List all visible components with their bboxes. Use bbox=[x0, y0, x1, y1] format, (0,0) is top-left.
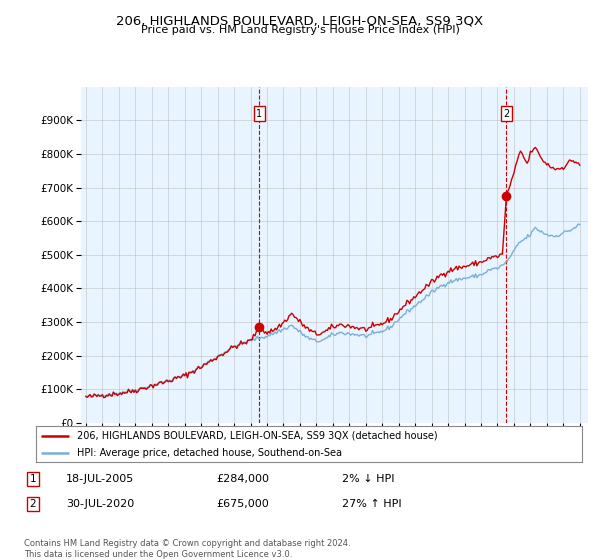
Text: 1: 1 bbox=[29, 474, 37, 484]
Text: HPI: Average price, detached house, Southend-on-Sea: HPI: Average price, detached house, Sout… bbox=[77, 448, 342, 458]
Text: £675,000: £675,000 bbox=[216, 499, 269, 509]
Text: 206, HIGHLANDS BOULEVARD, LEIGH-ON-SEA, SS9 3QX: 206, HIGHLANDS BOULEVARD, LEIGH-ON-SEA, … bbox=[116, 14, 484, 27]
Text: Contains HM Land Registry data © Crown copyright and database right 2024.
This d: Contains HM Land Registry data © Crown c… bbox=[24, 539, 350, 559]
Text: 206, HIGHLANDS BOULEVARD, LEIGH-ON-SEA, SS9 3QX (detached house): 206, HIGHLANDS BOULEVARD, LEIGH-ON-SEA, … bbox=[77, 431, 437, 441]
Text: £284,000: £284,000 bbox=[216, 474, 269, 484]
Text: 30-JUL-2020: 30-JUL-2020 bbox=[66, 499, 134, 509]
Text: 18-JUL-2005: 18-JUL-2005 bbox=[66, 474, 134, 484]
Text: Price paid vs. HM Land Registry's House Price Index (HPI): Price paid vs. HM Land Registry's House … bbox=[140, 25, 460, 35]
Text: 27% ↑ HPI: 27% ↑ HPI bbox=[342, 499, 401, 509]
Text: 2: 2 bbox=[503, 109, 509, 119]
Text: 2: 2 bbox=[29, 499, 37, 509]
Text: 2% ↓ HPI: 2% ↓ HPI bbox=[342, 474, 395, 484]
Text: 1: 1 bbox=[256, 109, 263, 119]
